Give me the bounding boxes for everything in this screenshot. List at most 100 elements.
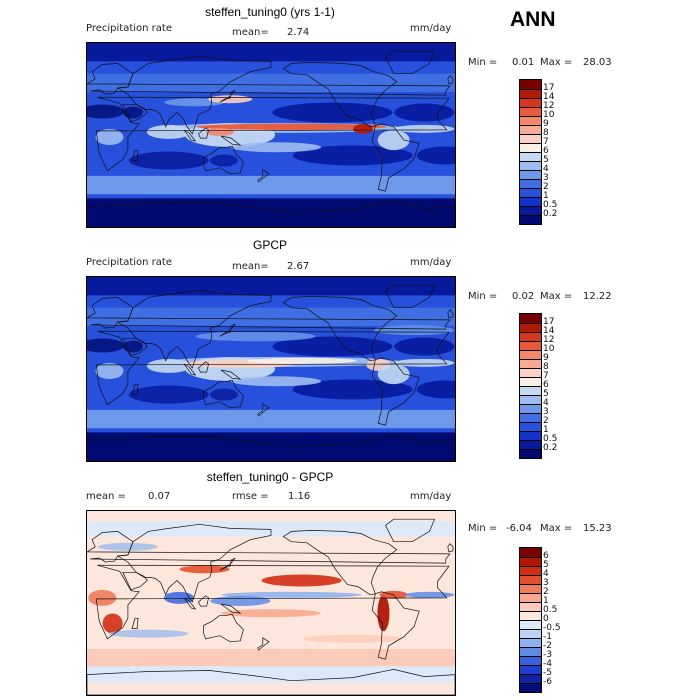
colorbar-swatch [520, 188, 541, 197]
colorbar-swatch [520, 629, 541, 638]
coastline-greenland [385, 284, 436, 309]
colorbar-swatch [520, 395, 541, 404]
field-label: Precipitation rate [86, 23, 172, 34]
coastline-borneo [197, 127, 209, 139]
colorbar-swatch [520, 179, 541, 188]
field-blob [196, 123, 387, 131]
colorbar [519, 313, 542, 459]
coastline-greenland [385, 50, 436, 75]
units-label: mm/day [410, 23, 452, 34]
colorbar-swatch [520, 377, 541, 386]
colorbar-swatch [520, 404, 541, 413]
colorbar-swatch [520, 674, 541, 683]
colorbar-swatch [520, 314, 541, 323]
map-obs-svg [87, 277, 455, 461]
field-blob [394, 103, 455, 122]
coastline-newguinea [220, 135, 242, 146]
mean-value: 0.07 [148, 491, 171, 502]
coastline-japan [219, 557, 236, 571]
coastline-sumatra [183, 363, 197, 376]
field-blob [292, 145, 413, 166]
field-blob [394, 337, 455, 356]
coastline-asia [116, 289, 272, 369]
colorbar-tick-label: 4 [543, 163, 549, 174]
coastline-nz [257, 637, 270, 651]
coastline-greenland [385, 518, 436, 543]
coastline-samerica [371, 123, 420, 192]
colorbar-swatch [520, 197, 541, 206]
colorbar-swatch [520, 431, 541, 440]
field-blob [404, 591, 455, 598]
colorbar-swatch [520, 413, 541, 422]
colorbar-tick-label: 10 [543, 109, 555, 120]
colorbar-tick-label: 6 [543, 550, 549, 561]
colorbar-tick-label: 7 [543, 136, 549, 147]
min-value: 0.01 [512, 57, 535, 68]
coastline-newguinea [220, 369, 242, 380]
colorbar-swatch [520, 593, 541, 602]
colorbar-tick-label: 4 [543, 568, 549, 579]
coastline-madagascar [131, 383, 139, 395]
map-model [86, 42, 456, 228]
coastline-newguinea [220, 603, 242, 614]
colorbar-tick-label: 5 [543, 559, 549, 570]
field-blob [221, 609, 321, 618]
coastline-borneo [197, 595, 209, 607]
colorbar [519, 79, 542, 225]
field-blob [374, 325, 455, 336]
colorbar-swatch [520, 422, 541, 431]
colorbar-tick-label: -5 [543, 667, 552, 678]
season-label: ANN [510, 8, 556, 31]
coastline-namerica [282, 530, 398, 596]
colorbar-swatch [520, 665, 541, 674]
colorbar-swatch [520, 116, 541, 125]
colorbar-tick-label: 4 [543, 397, 549, 408]
field-blob [416, 146, 455, 165]
field-blob [95, 363, 124, 380]
colorbar-swatch [520, 341, 541, 350]
map-diff-svg [87, 511, 455, 695]
panel-title: GPCP [252, 238, 287, 252]
colorbar-tick-label: 8 [543, 127, 549, 138]
colorbar-tick-label: 8 [543, 361, 549, 372]
colorbar-tick-label: 7 [543, 370, 549, 381]
coastline-australia [203, 145, 244, 175]
field-blob [272, 102, 393, 123]
colorbar-tick-label: 3 [543, 577, 549, 588]
field-blob [210, 595, 271, 606]
coastline-nz [257, 169, 270, 183]
min-label: Min = [468, 291, 498, 302]
map-diff [86, 510, 456, 696]
coastline-uk [447, 309, 454, 319]
colorbar-swatch [520, 98, 541, 107]
colorbar-tick-label: 1 [543, 190, 549, 201]
colorbar-swatch [520, 152, 541, 161]
field-blob [246, 357, 357, 364]
colorbar-tick-label: 5 [543, 388, 549, 399]
max-label: Max = [540, 291, 573, 302]
mean-label: mean= [232, 261, 269, 272]
colorbar-swatch [520, 143, 541, 152]
field-blob [209, 154, 238, 167]
colorbar-tick-label: 3 [543, 172, 549, 183]
coastline-sumatra [183, 597, 197, 610]
coastline-samerica [371, 591, 420, 660]
colorbar-tick-label: 1 [543, 424, 549, 435]
colorbar-tick-label: 0.2 [543, 208, 558, 219]
field-blob [231, 142, 322, 153]
max-value: 15.23 [583, 523, 612, 534]
colorbar-swatch [520, 656, 541, 665]
field-blob [231, 376, 322, 387]
field-blob [292, 379, 413, 400]
map-obs [86, 276, 456, 462]
colorbar-tick-label: -1 [543, 631, 552, 642]
field-blob [209, 388, 238, 401]
colorbar-swatch [520, 161, 541, 170]
field-band [87, 73, 455, 93]
coastline-samerica [371, 357, 420, 426]
coastline-antarctica [87, 201, 455, 227]
colorbar-swatch [520, 386, 541, 395]
field-band [87, 409, 455, 429]
colorbar-tick-label: -3 [543, 649, 552, 660]
max-value: 12.22 [583, 291, 612, 302]
